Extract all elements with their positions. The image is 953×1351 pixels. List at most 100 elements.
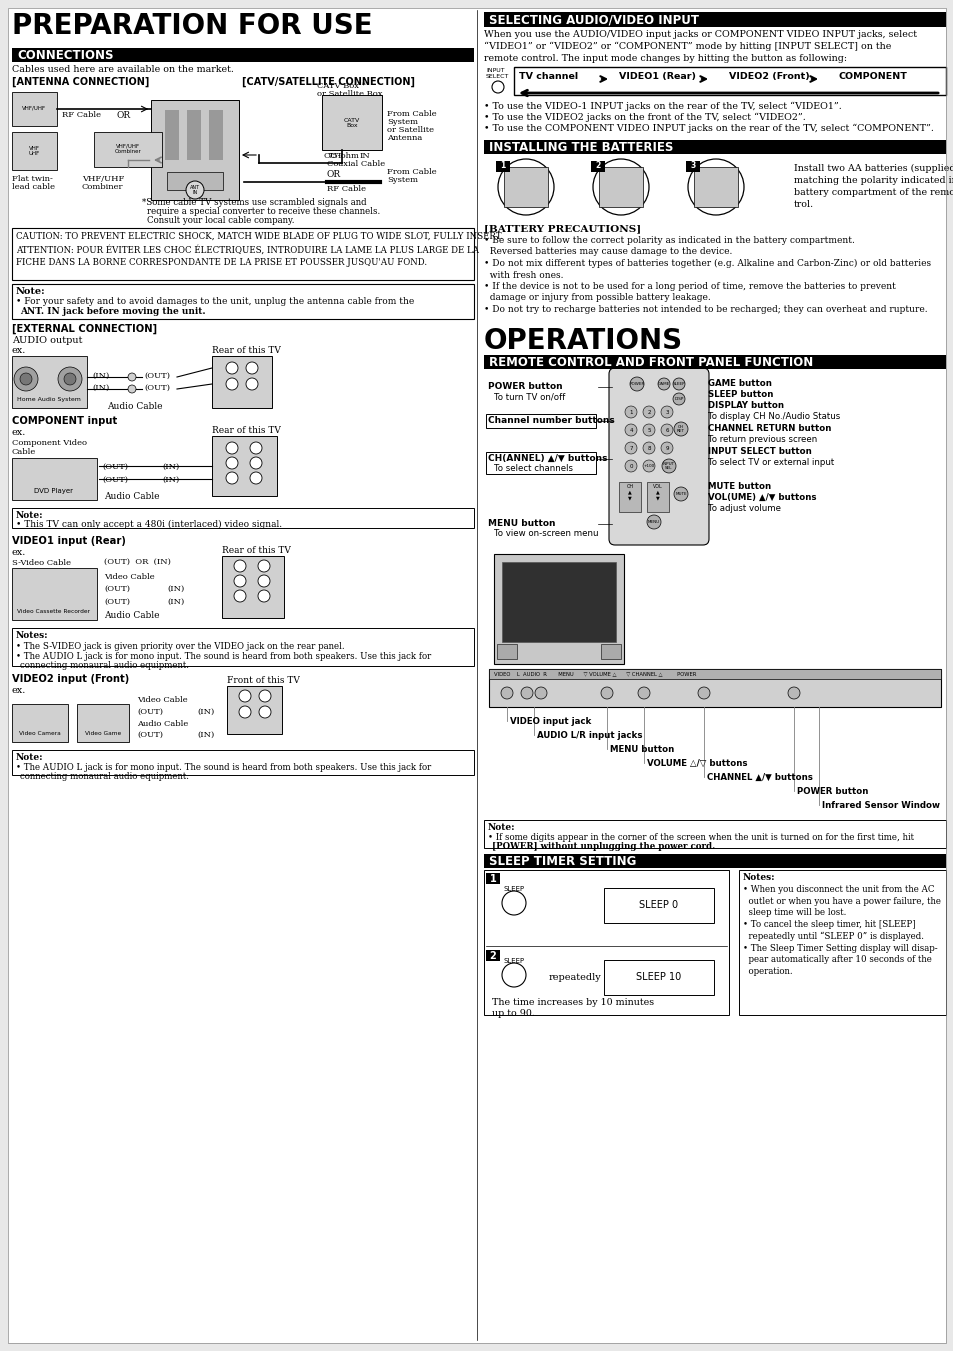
Text: VOL
▲
▼: VOL ▲ ▼ — [653, 484, 662, 500]
Circle shape — [226, 378, 237, 390]
Text: [POWER] without unplugging the power cord.: [POWER] without unplugging the power cor… — [492, 842, 715, 851]
Circle shape — [501, 892, 525, 915]
Circle shape — [128, 385, 136, 393]
Circle shape — [226, 457, 237, 469]
Text: S-Video Cable: S-Video Cable — [12, 559, 71, 567]
Text: (IN): (IN) — [196, 708, 214, 716]
Text: • The AUDIO L jack is for mono input. The sound is heard from both speakers. Use: • The AUDIO L jack is for mono input. Th… — [16, 653, 431, 661]
Bar — [94, 132, 162, 168]
Text: *Some cable TV systems use scrambled signals and: *Some cable TV systems use scrambled sig… — [142, 199, 366, 207]
Bar — [212, 436, 276, 496]
Bar — [494, 554, 623, 663]
Bar — [12, 357, 87, 408]
Text: SLEEP 0: SLEEP 0 — [639, 900, 678, 911]
Bar — [222, 557, 284, 617]
Bar — [12, 132, 57, 170]
Text: Front of this TV: Front of this TV — [227, 676, 299, 685]
Bar — [12, 567, 97, 620]
Text: Notes:: Notes: — [16, 631, 49, 640]
Text: VOL(UME) ▲/▼ buttons: VOL(UME) ▲/▼ buttons — [707, 493, 816, 503]
Text: 3: 3 — [664, 409, 668, 415]
Circle shape — [226, 362, 237, 374]
Bar — [485, 413, 596, 428]
Text: Consult your local cable company.: Consult your local cable company. — [147, 216, 294, 226]
Bar — [12, 704, 68, 742]
Text: (IN): (IN) — [196, 731, 214, 739]
Text: [BATTERY PRECAUTIONS]: [BATTERY PRECAUTIONS] — [483, 224, 640, 232]
Bar — [685, 161, 700, 172]
Text: lead cable: lead cable — [12, 182, 55, 190]
Circle shape — [128, 373, 136, 381]
Text: ex.: ex. — [12, 428, 27, 436]
Circle shape — [257, 590, 270, 603]
Text: require a special converter to receive these channels.: require a special converter to receive t… — [147, 207, 380, 216]
Text: Rear of this TV: Rear of this TV — [212, 346, 280, 355]
Text: To view on-screen menu: To view on-screen menu — [494, 530, 598, 538]
Circle shape — [661, 459, 676, 473]
Text: To adjust volume: To adjust volume — [707, 504, 781, 513]
Text: (IN): (IN) — [162, 476, 179, 484]
Text: VIDEO2 (Front): VIDEO2 (Front) — [728, 72, 809, 81]
Text: MENU button: MENU button — [488, 519, 555, 528]
Text: SLEEP 10: SLEEP 10 — [636, 971, 680, 982]
Circle shape — [258, 707, 271, 717]
Circle shape — [600, 688, 613, 698]
Bar — [12, 458, 97, 500]
Text: 7: 7 — [629, 446, 632, 450]
Circle shape — [233, 590, 246, 603]
Bar — [618, 482, 640, 512]
Text: Install two AA batteries (supplied)
matching the polarity indicated inside
batte: Install two AA batteries (supplied) matc… — [793, 163, 953, 208]
Text: AUDIO L/R input jacks: AUDIO L/R input jacks — [537, 731, 641, 740]
Circle shape — [787, 688, 800, 698]
Text: • The AUDIO L jack is for mono input. The sound is heard from both speakers. Use: • The AUDIO L jack is for mono input. Th… — [16, 763, 431, 771]
Circle shape — [20, 373, 32, 385]
Text: From Cable: From Cable — [387, 168, 436, 176]
Circle shape — [629, 377, 643, 390]
Circle shape — [660, 424, 672, 436]
Circle shape — [593, 159, 648, 215]
Circle shape — [226, 471, 237, 484]
Text: +100: +100 — [642, 463, 654, 467]
Text: 2: 2 — [646, 409, 650, 415]
Text: ANT
IN: ANT IN — [190, 185, 200, 196]
Circle shape — [642, 424, 655, 436]
Bar — [496, 161, 510, 172]
Bar — [12, 628, 474, 666]
Circle shape — [672, 378, 684, 390]
Text: COMPONENT input: COMPONENT input — [12, 416, 117, 426]
Bar — [483, 820, 945, 848]
Text: 0: 0 — [629, 463, 632, 469]
Text: MENU: MENU — [647, 520, 659, 524]
Text: Audio Cable: Audio Cable — [107, 403, 162, 411]
Text: Video Cassette Recorder: Video Cassette Recorder — [17, 609, 91, 613]
Circle shape — [186, 181, 204, 199]
Text: SLEEP: SLEEP — [503, 958, 524, 965]
Text: The time increases by 10 minutes
up to 90.: The time increases by 10 minutes up to 9… — [492, 998, 654, 1019]
Circle shape — [642, 407, 655, 417]
Circle shape — [673, 486, 687, 501]
Text: 2: 2 — [595, 162, 600, 170]
Text: 1: 1 — [629, 409, 632, 415]
Text: 8: 8 — [646, 446, 650, 450]
Bar — [646, 482, 668, 512]
Text: (OUT): (OUT) — [102, 463, 128, 471]
Text: (OUT): (OUT) — [102, 476, 128, 484]
Text: 3: 3 — [690, 162, 695, 170]
Text: OR: OR — [117, 111, 131, 120]
Text: ANT. IN jack before moving the unit.: ANT. IN jack before moving the unit. — [20, 307, 206, 316]
Text: 1: 1 — [500, 162, 505, 170]
Text: (OUT): (OUT) — [137, 731, 163, 739]
Circle shape — [239, 690, 251, 703]
Text: INSTALLING THE BATTERIES: INSTALLING THE BATTERIES — [489, 141, 673, 154]
Text: SLEEP: SLEEP — [672, 382, 684, 386]
Text: GAME: GAME — [658, 382, 669, 386]
Bar — [489, 669, 940, 707]
Text: (OUT): (OUT) — [137, 708, 163, 716]
Text: MENU button: MENU button — [609, 744, 674, 754]
Bar — [489, 669, 940, 680]
Circle shape — [250, 471, 262, 484]
Text: Home Audio System: Home Audio System — [17, 397, 81, 403]
Text: VIDEO1 input (Rear): VIDEO1 input (Rear) — [12, 536, 126, 546]
Text: MUTE button: MUTE button — [707, 482, 770, 490]
Circle shape — [638, 688, 649, 698]
